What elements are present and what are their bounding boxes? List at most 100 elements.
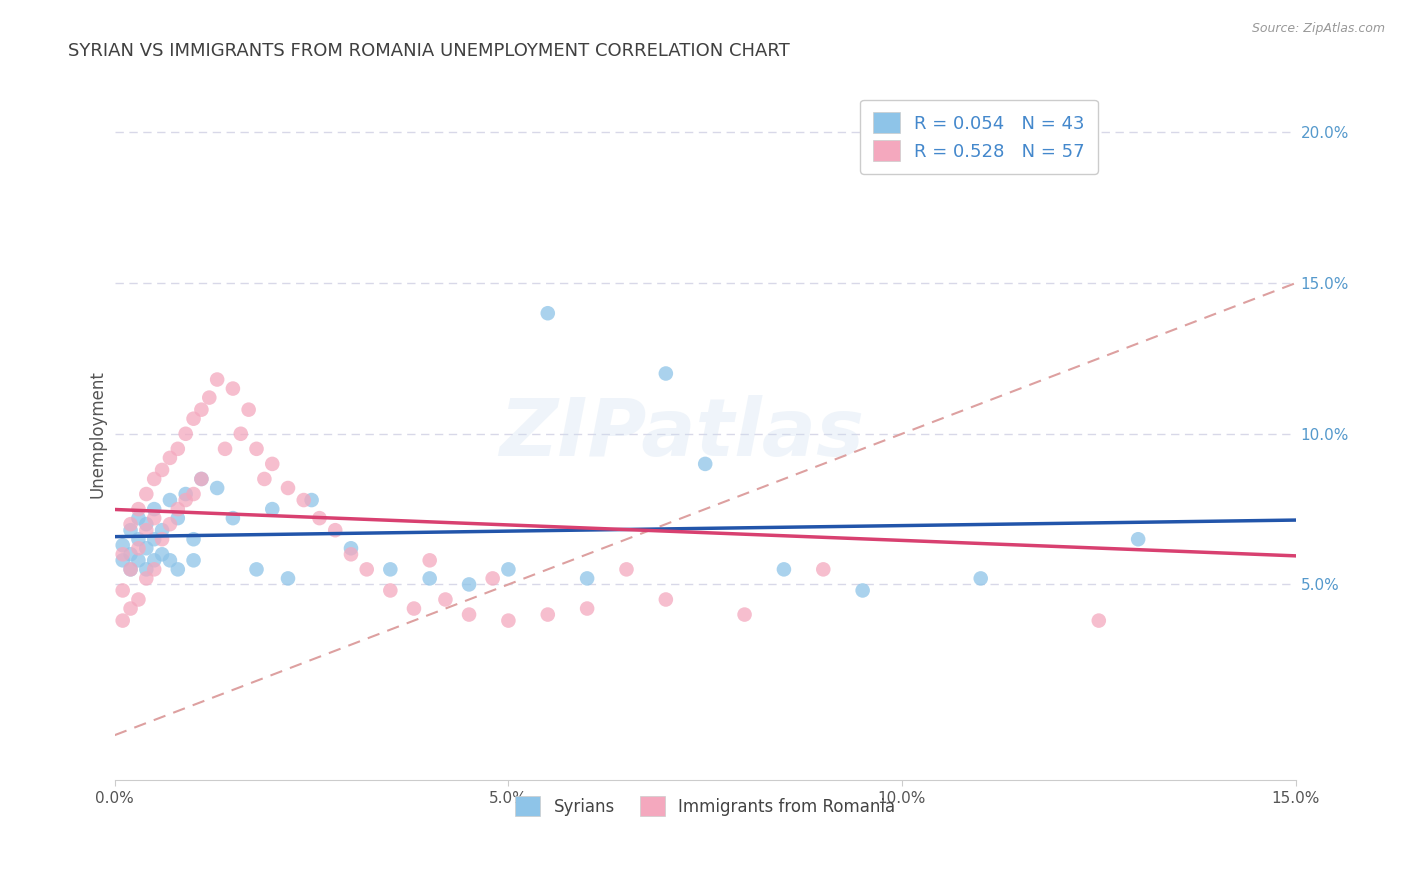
Point [356, 562, 378, 576]
Point [127, 502, 149, 516]
Point [229, 426, 252, 441]
Point [813, 562, 835, 576]
Point [159, 450, 181, 465]
Point [135, 487, 157, 501]
Point [143, 533, 166, 547]
Point [174, 426, 197, 441]
Point [174, 487, 197, 501]
Legend: Syrians, Immigrants from Romania: Syrians, Immigrants from Romania [506, 788, 904, 824]
Point [277, 481, 299, 495]
Point [190, 402, 212, 417]
Point [135, 517, 157, 532]
Point [852, 583, 875, 598]
Point [402, 601, 425, 615]
Point [238, 402, 260, 417]
Point [970, 571, 993, 585]
Point [127, 553, 149, 567]
Point [143, 511, 166, 525]
Point [205, 481, 228, 495]
Point [120, 517, 142, 532]
Point [183, 553, 205, 567]
Point [159, 517, 181, 532]
Point [143, 502, 166, 516]
Point [111, 547, 134, 561]
Point [419, 571, 441, 585]
Point [1126, 533, 1149, 547]
Point [120, 562, 142, 576]
Point [111, 553, 134, 567]
Point [205, 372, 228, 386]
Point [222, 511, 245, 525]
Point [576, 601, 599, 615]
Point [143, 562, 166, 576]
Point [695, 457, 717, 471]
Point [655, 367, 678, 381]
Point [183, 487, 205, 501]
Point [111, 538, 134, 552]
Point [127, 592, 149, 607]
Point [183, 411, 205, 425]
Point [159, 553, 181, 567]
Point [166, 502, 188, 516]
Point [308, 511, 330, 525]
Point [458, 577, 481, 591]
Y-axis label: Unemployment: Unemployment [89, 370, 107, 498]
Point [135, 562, 157, 576]
Point [419, 553, 441, 567]
Point [166, 511, 188, 525]
Point [292, 493, 315, 508]
Point [120, 562, 142, 576]
Point [245, 442, 267, 456]
Point [655, 592, 678, 607]
Point [183, 533, 205, 547]
Point [120, 601, 142, 615]
Text: SYRIAN VS IMMIGRANTS FROM ROMANIA UNEMPLOYMENT CORRELATION CHART: SYRIAN VS IMMIGRANTS FROM ROMANIA UNEMPL… [67, 42, 789, 60]
Point [931, 111, 953, 125]
Point [174, 493, 197, 508]
Point [1088, 614, 1111, 628]
Point [245, 562, 267, 576]
Point [150, 533, 173, 547]
Point [537, 306, 560, 320]
Point [166, 442, 188, 456]
Point [150, 547, 173, 561]
Point [135, 541, 157, 556]
Point [301, 493, 323, 508]
Point [323, 523, 346, 537]
Text: ZIPatlas: ZIPatlas [499, 395, 865, 473]
Point [434, 592, 457, 607]
Point [143, 472, 166, 486]
Point [198, 391, 221, 405]
Point [222, 382, 245, 396]
Point [127, 541, 149, 556]
Point [380, 562, 402, 576]
Point [120, 523, 142, 537]
Point [190, 472, 212, 486]
Point [498, 562, 520, 576]
Point [498, 614, 520, 628]
Point [111, 614, 134, 628]
Point [135, 523, 157, 537]
Point [150, 523, 173, 537]
Point [127, 511, 149, 525]
Point [120, 547, 142, 561]
Point [143, 553, 166, 567]
Point [135, 571, 157, 585]
Point [576, 571, 599, 585]
Point [111, 583, 134, 598]
Point [340, 547, 363, 561]
Point [159, 493, 181, 508]
Point [340, 541, 363, 556]
Point [190, 472, 212, 486]
Point [150, 463, 173, 477]
Point [262, 502, 284, 516]
Point [262, 457, 284, 471]
Point [166, 562, 188, 576]
Point [734, 607, 756, 622]
Point [277, 571, 299, 585]
Point [127, 533, 149, 547]
Point [537, 607, 560, 622]
Point [214, 442, 236, 456]
Point [380, 583, 402, 598]
Point [458, 607, 481, 622]
